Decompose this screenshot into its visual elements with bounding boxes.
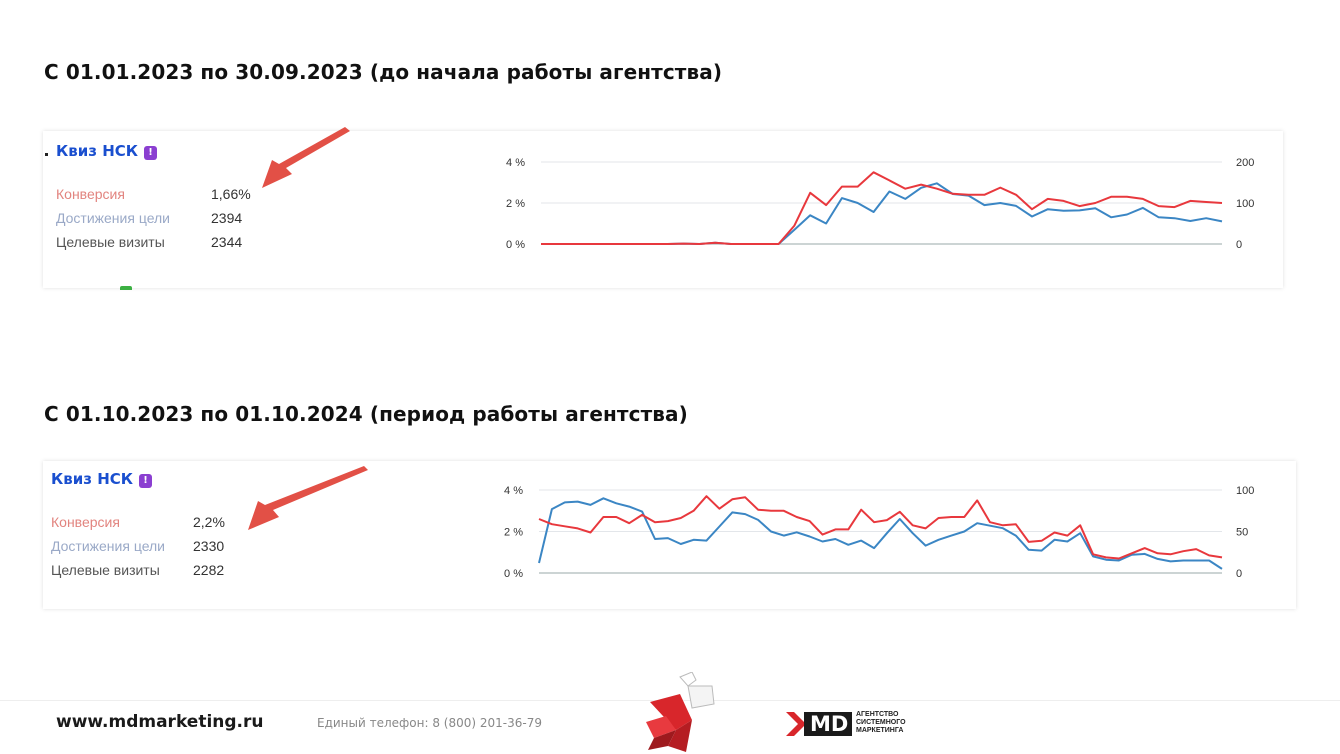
y-left-tick-label: 4 % xyxy=(504,485,523,497)
goal-achievements-label: Достижения цели xyxy=(56,210,171,226)
conversion-label: Конверсия xyxy=(56,186,125,202)
y-right-tick-label: 100 xyxy=(1236,198,1254,210)
y-left-tick-label: 2 % xyxy=(506,198,525,210)
period-heading-before: С 01.01.2023 по 30.09.2023 (до начала ра… xyxy=(44,60,723,84)
phone-text: Единый телефон: 8 (800) 201-36-79 xyxy=(317,716,542,730)
y-right-tick-label: 100 xyxy=(1236,485,1254,497)
goal-name[interactable]: Квиз НСК xyxy=(56,142,139,160)
goal-achievements-value: 2394 xyxy=(211,210,243,226)
status-indicator xyxy=(120,286,132,290)
goal-achievements-label: Достижения цели xyxy=(51,538,166,554)
y-left-tick-label: 0 % xyxy=(506,239,525,251)
y-right-tick-label: 50 xyxy=(1236,527,1248,539)
arrow-icon xyxy=(262,127,350,188)
conversion-value: 1,66% xyxy=(211,186,251,202)
visits-series-line xyxy=(538,497,1223,570)
arrow-icon xyxy=(248,466,368,530)
y-right-tick-label: 0 xyxy=(1236,239,1242,251)
target-visits-label: Целевые визиты xyxy=(56,234,165,250)
website-link[interactable]: www.mdmarketing.ru xyxy=(56,712,264,732)
md-logo-text: MD xyxy=(810,712,849,736)
conversion-label: Конверсия xyxy=(51,514,120,530)
agency-line: МАРКЕТИНГА xyxy=(856,727,904,734)
md-logo-icon xyxy=(786,712,852,736)
brand-cube-logo-icon xyxy=(646,672,715,752)
conversion-value: 2,2% xyxy=(193,514,225,530)
y-right-tick-label: 200 xyxy=(1236,157,1254,169)
conversion-series-line xyxy=(538,495,1223,560)
goal-name[interactable]: Квиз НСК xyxy=(51,470,134,488)
agency-line: АГЕНТСТВО xyxy=(856,711,899,718)
agency-line: СИСТЕМНОГО xyxy=(856,719,906,726)
y-left-tick-label: 2 % xyxy=(504,527,523,539)
target-visits-value: 2282 xyxy=(193,562,225,578)
y-left-tick-label: 0 % xyxy=(504,568,523,580)
target-visits-label: Целевые визиты xyxy=(51,562,160,578)
md-logo: MD xyxy=(786,710,852,738)
agency-name: АГЕНТСТВО СИСТЕМНОГО МАРКЕТИНГА xyxy=(856,711,926,735)
metrics-panel-during: Квиз НСК! Конверсия 2,2% Достижения цели… xyxy=(43,461,1296,609)
y-left-tick-label: 4 % xyxy=(506,157,525,169)
goal-title-before[interactable]: Квиз НСК! xyxy=(56,142,158,160)
alert-badge-icon: ! xyxy=(139,474,153,488)
target-visits-value: 2344 xyxy=(211,234,243,250)
alert-badge-icon: ! xyxy=(144,146,158,160)
period-heading-during: С 01.10.2023 по 01.10.2024 (период работ… xyxy=(44,402,688,426)
goal-title-during[interactable]: Квиз НСК! xyxy=(51,470,153,488)
bullet-dot xyxy=(45,153,48,156)
y-right-tick-label: 0 xyxy=(1236,568,1242,580)
goal-achievements-value: 2330 xyxy=(193,538,225,554)
conversion-series-line xyxy=(541,171,1223,245)
